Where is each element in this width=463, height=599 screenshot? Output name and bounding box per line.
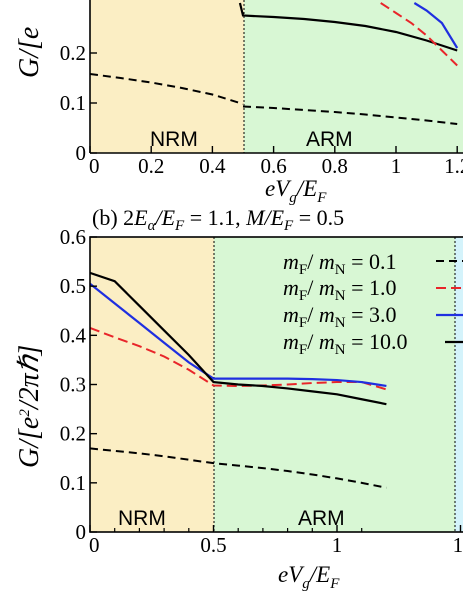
legend-label: mF/ mN = 10.0 bbox=[283, 329, 408, 358]
series-line-black-dashed bbox=[90, 447, 387, 489]
y-tick-label: 0.1 bbox=[60, 91, 86, 115]
y-tick-label: 0.2 bbox=[60, 41, 86, 65]
y-tick-label: 0.2 bbox=[60, 422, 86, 446]
panel-a-series bbox=[90, 2, 459, 125]
panel-a-arm-label: ARM bbox=[306, 128, 353, 151]
y-tick-label: 0.3 bbox=[60, 373, 86, 397]
panel-a-nrm-region bbox=[90, 0, 244, 153]
series-line-blue-solid bbox=[90, 282, 387, 388]
x-tick-label: 1. bbox=[453, 533, 463, 557]
panel-a-ylabel: G/[e bbox=[14, 27, 45, 78]
y-tick-label: 0.1 bbox=[60, 471, 86, 495]
legend-label: mF/ mN = 0.1 bbox=[283, 249, 397, 278]
x-tick-label: 1 bbox=[391, 154, 402, 178]
legend-entry: mF/ mN = 0.1 bbox=[283, 249, 463, 278]
x-tick-label: 0.4 bbox=[199, 154, 226, 178]
series-line-red-dashed bbox=[380, 2, 458, 67]
legend-label: mF/ mN = 3.0 bbox=[283, 302, 397, 331]
series-line-black-solid bbox=[238, 2, 458, 52]
x-tick-label: 0.8 bbox=[322, 154, 348, 178]
y-tick-label: 0.5 bbox=[60, 274, 86, 298]
panel-b-ticks: 0 0.5 1 1. 0 0.1 0.2 0.3 0.4 0.5 0.6 bbox=[60, 225, 463, 557]
panel-a-nrm-label: NRM bbox=[150, 128, 198, 151]
panel-b-ylabel: G/[e2/2πℏ] bbox=[14, 345, 45, 468]
legend: mF/ mN = 0.1 mF/ mN = 1.0 mF/ mN = 3.0 m… bbox=[283, 249, 463, 358]
x-tick-label: 0.6 bbox=[260, 154, 286, 178]
x-tick-label: 0 bbox=[89, 154, 100, 178]
series-line-red-dashed bbox=[90, 327, 387, 391]
legend-entry: mF/ mN = 1.0 bbox=[283, 275, 463, 304]
panel-a: 0 0.2 0.4 0.6 0.8 1 1.2 0 0.1 0.2 NRM ARM G/[e eV… bbox=[14, 0, 463, 206]
x-tick-label: 1.2 bbox=[444, 154, 463, 178]
panel-a-xlabel: eVg/EF bbox=[265, 176, 327, 206]
x-tick-label: 1 bbox=[332, 533, 343, 557]
panel-b: (b) 2Eα/EF = 1.1, M/EF = 0.5 0 0.5 1 1. 0 0.1… bbox=[14, 205, 463, 592]
panel-b-nrm-region bbox=[90, 237, 214, 532]
x-tick-label: 0.5 bbox=[200, 533, 226, 557]
panel-b-nrm-label: NRM bbox=[118, 507, 166, 530]
y-tick-label: 0.4 bbox=[60, 323, 87, 347]
legend-label: mF/ mN = 1.0 bbox=[283, 275, 397, 304]
legend-entry: mF/ mN = 3.0 bbox=[283, 302, 463, 331]
series-line-blue-solid bbox=[413, 2, 459, 49]
panel-b-series bbox=[90, 271, 387, 489]
x-tick-label: 0.2 bbox=[138, 154, 164, 178]
panel-b-arm-label: ARM bbox=[298, 507, 345, 530]
y-tick-label: 0.6 bbox=[60, 225, 86, 249]
series-line-black-solid bbox=[90, 271, 387, 406]
legend-entry: mF/ mN = 10.0 bbox=[283, 329, 463, 358]
series-line-black-dashed bbox=[242, 105, 458, 125]
panel-b-right-region bbox=[455, 237, 463, 532]
panel-a-arm-region bbox=[244, 0, 463, 153]
panel-b-title: (b) 2Eα/EF = 1.1, M/EF = 0.5 bbox=[92, 205, 344, 234]
panel-b-xlabel: eVg/EF bbox=[278, 562, 340, 592]
y-tick-label: 0 bbox=[76, 520, 87, 544]
panel-a-ticks: 0 0.2 0.4 0.6 0.8 1 1.2 0 0.1 0.2 bbox=[60, 41, 463, 178]
x-tick-label: 0 bbox=[89, 533, 100, 557]
y-tick-label: 0 bbox=[76, 141, 87, 165]
